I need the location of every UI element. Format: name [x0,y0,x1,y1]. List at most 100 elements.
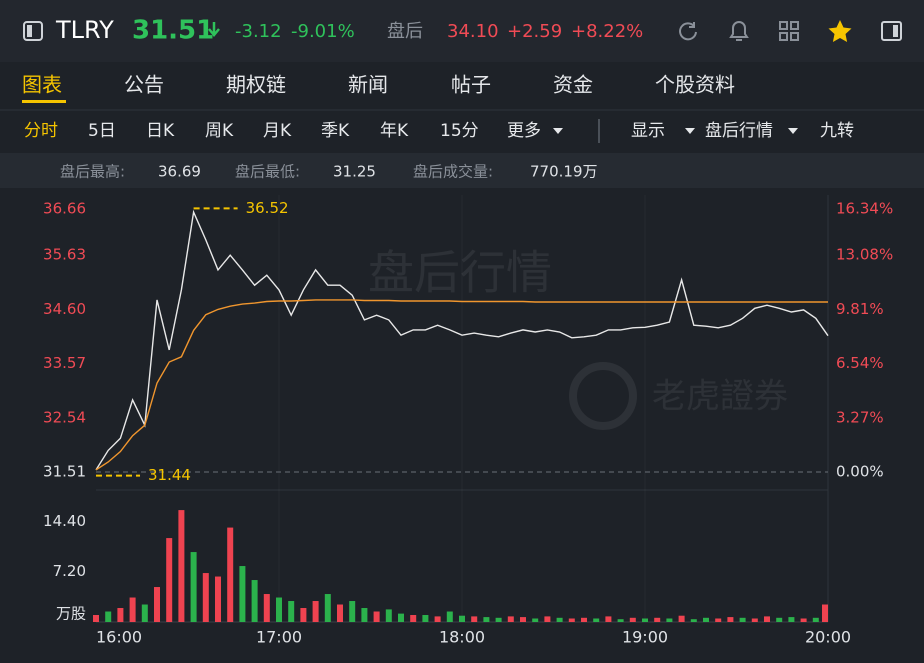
period-tab[interactable]: 月K [263,121,292,141]
volume-bar [690,619,697,622]
panel-icon[interactable] [881,21,902,41]
volume-bar [276,597,282,622]
down-arrow [208,22,220,37]
volume-tick-label: 7.20 [53,562,86,580]
volume-bar [105,611,112,622]
volume-bar [739,617,746,622]
volume-bar [532,618,539,622]
volume-bar [495,617,502,622]
symbol: TLRY [55,16,114,44]
volume-bar [141,604,148,622]
price-line [95,209,829,471]
volume-bar [288,601,295,622]
option[interactable]: 盘后行情 [705,121,773,141]
period-tab[interactable]: 日K [146,121,175,141]
volume-bar [666,618,673,622]
average-line [95,299,828,471]
volume-bar [166,538,173,622]
volume-bar [93,615,99,622]
stat-value: 31.25 [333,163,376,181]
x-tick-label: 20:00 [805,628,851,647]
volume-bar [800,618,807,622]
watermark: 老虎證券 [652,377,788,417]
volume-bar [654,617,661,622]
tab[interactable]: 公告 [124,73,164,97]
grid-icon[interactable] [779,21,799,41]
x-tick-label: 18:00 [439,628,485,647]
period-tab[interactable]: 更多 [507,121,541,141]
high-marker-label: 36.52 [246,199,289,217]
volume-bar [459,615,465,622]
tab-bar: 图表 公告 期权链 新闻 帖子 资金 个股资料 [22,73,735,97]
option[interactable]: 显示 [631,121,665,141]
period-tab[interactable]: 15分 [440,121,479,141]
y2-tick-label: 13.08% [836,246,893,264]
after-change: +2.59 [507,21,562,42]
y-tick-label: 36.66 [43,200,86,218]
stats-bg [0,153,924,188]
tab[interactable]: 新闻 [348,73,388,97]
volume-bar [239,566,246,622]
volume-bar [202,573,209,622]
volume-bar [190,552,197,622]
option[interactable]: 九转 [820,121,854,141]
bell-icon[interactable] [729,21,749,41]
star-icon[interactable] [828,20,852,42]
volume-bar [227,527,234,622]
volume-bar [703,617,709,622]
volume-bar [788,617,795,622]
period-tab[interactable]: 5日 [88,121,116,141]
stats-bar: 盘后最高: 36.69 盘后最低: 31.25 盘后成交量: 770.19万 [60,163,598,181]
volume-bar [300,608,307,622]
volume-bar [812,617,819,622]
volume-bar [776,617,783,622]
volume-bar [324,594,331,622]
period-tab[interactable]: 年K [380,121,409,141]
tab[interactable]: 资金 [553,73,593,97]
after-hours-label: 盘后 [387,21,423,42]
volume-bar [178,510,185,622]
stat-value: 770.19万 [530,163,598,181]
volume-bar [520,617,526,622]
change: -3.12 [235,21,282,42]
volume-bar [385,609,392,622]
y2-tick-label: 9.81% [836,300,884,318]
volume-bar [629,617,636,622]
volume-bar [129,597,136,622]
menu-icon[interactable] [23,21,43,41]
volume-bar [678,615,685,622]
volume-bar [605,616,612,622]
tab[interactable]: 帖子 [451,73,491,97]
volume-bar [581,617,587,622]
refresh-icon[interactable] [679,22,697,41]
low-marker-label: 31.44 [148,466,191,484]
y2-tick-label: 6.54% [836,354,884,372]
y-tick-label: 34.60 [43,300,86,318]
volume-bar [434,616,441,622]
tab[interactable]: 个股资料 [655,73,735,97]
volume-tick-label: 14.40 [43,512,86,530]
volume-bar [483,617,490,622]
tab[interactable]: 图表 [22,73,62,97]
tab[interactable]: 期权链 [226,73,286,97]
y-tick-label: 32.54 [43,408,86,426]
volume-bar [751,618,758,622]
period-tab[interactable]: 分时 [24,121,58,141]
volume-bar [556,617,563,622]
volume-bar [568,618,575,622]
y-tick-label: 33.57 [43,354,86,372]
dropdown-caret [685,128,695,134]
panel-icon-bar [893,25,898,37]
period-tab[interactable]: 周K [205,121,234,141]
dropdown-caret [553,128,563,134]
y2-tick-label: 16.34% [836,200,893,218]
volume-bar [764,616,770,622]
x-tick-label: 17:00 [256,628,302,647]
period-tab[interactable]: 季K [321,121,350,141]
after-change-pct: +8.22% [571,21,643,42]
volume-bar [117,608,124,622]
stat-value: 36.69 [158,163,201,181]
volume-bar [349,601,356,622]
